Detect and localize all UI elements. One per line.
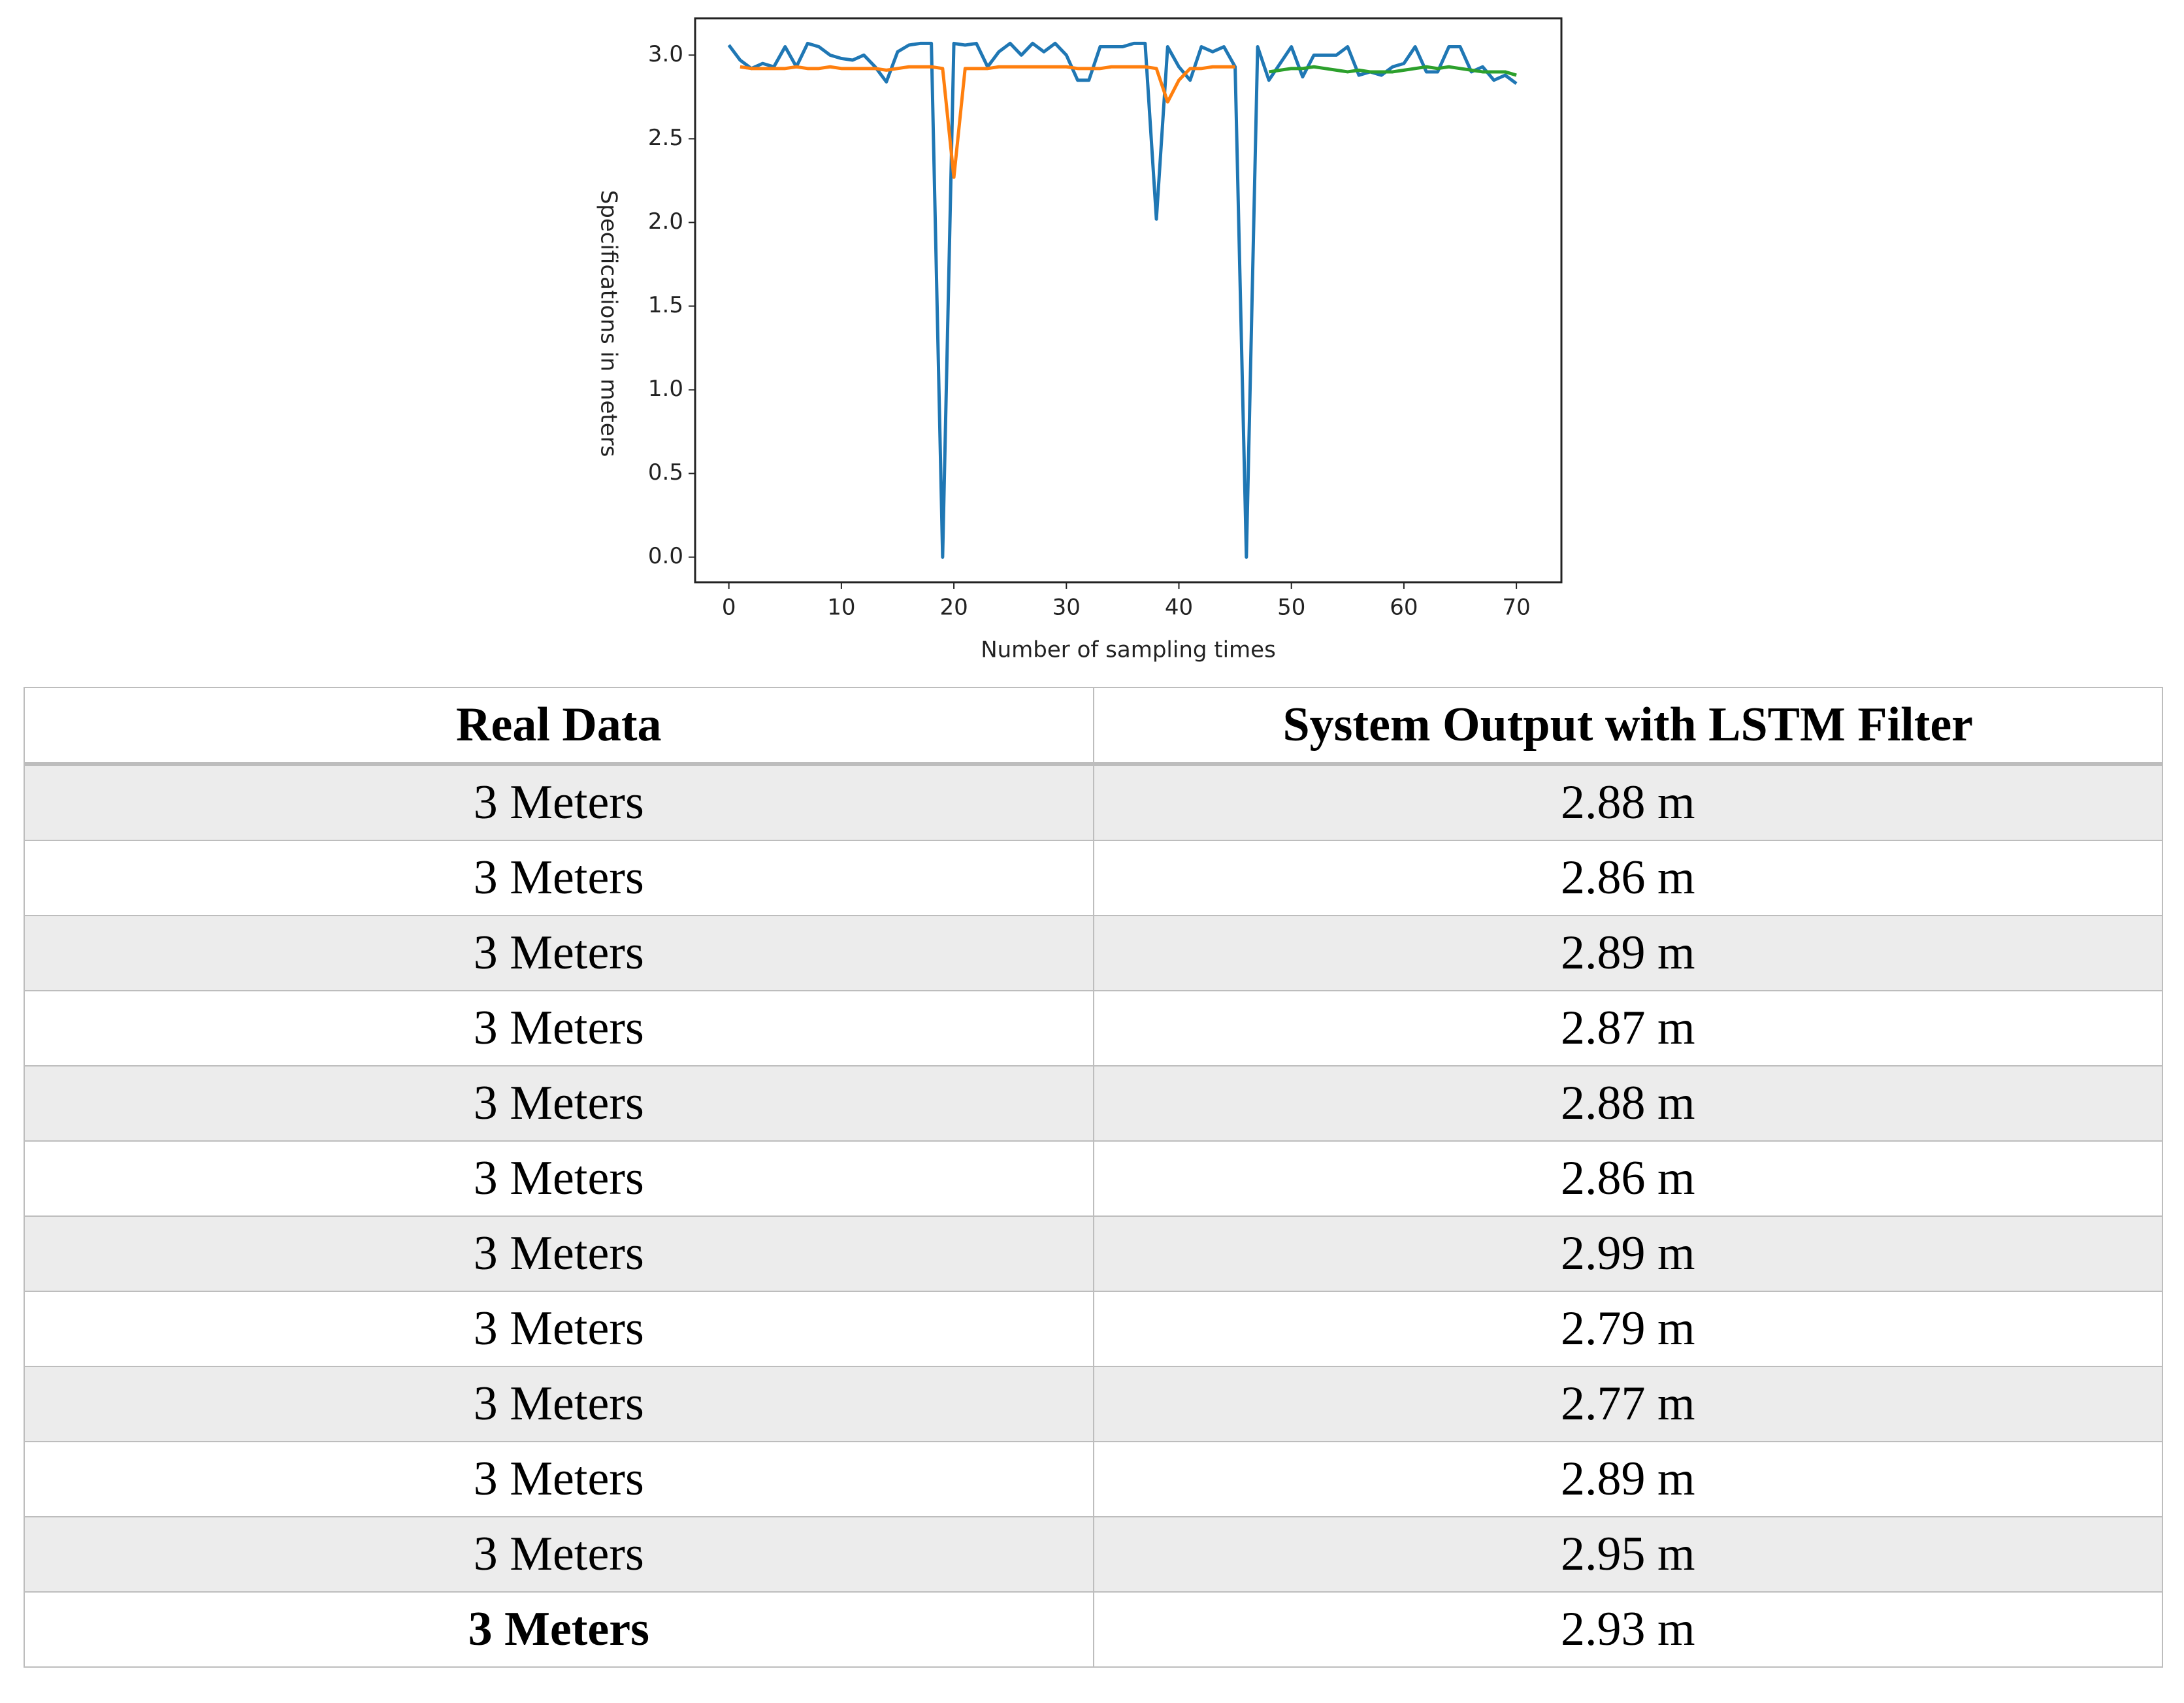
x-tick-label: 60 xyxy=(1390,595,1418,621)
x-tick-label: 0 xyxy=(722,595,736,621)
y-tick-label: 3.0 xyxy=(648,41,683,67)
header-cell: Real Data xyxy=(24,687,1094,766)
x-tick-label: 40 xyxy=(1165,595,1193,621)
table-row: 3 Meters 2.89 m xyxy=(24,915,2163,991)
header-cell: System Output with LSTM Filter xyxy=(1092,687,2163,766)
table-cell: 3 Meters xyxy=(24,1215,1094,1292)
table-row: 3 Meters 2.86 m xyxy=(24,1140,2163,1217)
table-cell: 2.77 m xyxy=(1092,1366,2163,1442)
table-cell: 2.87 m xyxy=(1092,990,2163,1066)
x-tick-label: 70 xyxy=(1502,595,1530,621)
table-cell: 3 Meters xyxy=(24,840,1094,916)
plot-frame xyxy=(694,17,1563,584)
table-cell: 2.79 m xyxy=(1092,1291,2163,1367)
table-row: 3 Meters 2.77 m xyxy=(24,1366,2163,1442)
table-cell: 3 Meters xyxy=(24,1441,1094,1517)
x-axis-label: Number of sampling times xyxy=(981,637,1276,663)
table-cell: 2.86 m xyxy=(1092,840,2163,916)
table-cell: 2.88 m xyxy=(1092,1065,2163,1142)
data-line xyxy=(1268,65,1517,77)
table-cell: 3 Meters xyxy=(24,1291,1094,1367)
table-cell: 2.89 m xyxy=(1092,1441,2163,1517)
x-tick-label: 10 xyxy=(827,595,855,621)
table-cell: 2.99 m xyxy=(1092,1215,2163,1292)
results-table: Real Data System Output with LSTM Filter… xyxy=(24,687,2163,1668)
table-cell: 3 Meters xyxy=(24,1065,1094,1142)
table-row: 3 Meters 2.86 m xyxy=(24,840,2163,916)
table-row: 3 Meters 2.93 m xyxy=(24,1591,2163,1668)
table-cell: 3 Meters xyxy=(24,1591,1094,1668)
y-tick-label: 2.5 xyxy=(648,125,683,151)
table-row: 3 Meters 2.88 m xyxy=(24,763,2163,841)
table-row: 3 Meters 2.95 m xyxy=(24,1516,2163,1593)
chart: Number of sampling times Specifications … xyxy=(596,17,1563,663)
table-cell: 3 Meters xyxy=(24,763,1094,841)
x-tick-label: 20 xyxy=(939,595,968,621)
table-row: 3 Meters 2.89 m xyxy=(24,1441,2163,1517)
table-row: 3 Meters 2.87 m xyxy=(24,990,2163,1066)
table-cell: 3 Meters xyxy=(24,1140,1094,1217)
y-tick-label: 1.5 xyxy=(648,292,683,318)
table-cell: 3 Meters xyxy=(24,915,1094,991)
y-tick-label: 0.5 xyxy=(648,459,683,486)
data-line xyxy=(740,65,1235,179)
table-cell: 3 Meters xyxy=(24,1366,1094,1442)
data-line xyxy=(727,41,1518,559)
y-tick-label: 1.0 xyxy=(648,376,683,402)
y-tick-label: 2.0 xyxy=(648,208,683,235)
header-row: Real Data System Output with LSTM Filter xyxy=(24,687,2163,766)
table-cell: 3 Meters xyxy=(24,1516,1094,1593)
x-tick-label: 30 xyxy=(1052,595,1081,621)
table-cell: 2.89 m xyxy=(1092,915,2163,991)
table-row: 3 Meters 2.99 m xyxy=(24,1215,2163,1292)
table-row: 3 Meters 2.79 m xyxy=(24,1291,2163,1367)
table-cell: 2.86 m xyxy=(1092,1140,2163,1217)
y-axis-label: Specifications in meters xyxy=(596,190,622,457)
table-cell: 2.95 m xyxy=(1092,1516,2163,1593)
table-cell: 3 Meters xyxy=(24,990,1094,1066)
table-cell: 2.93 m xyxy=(1092,1591,2163,1668)
table-row: 3 Meters 2.88 m xyxy=(24,1065,2163,1142)
x-tick-label: 50 xyxy=(1277,595,1305,621)
y-tick-label: 0.0 xyxy=(648,543,683,569)
table-cell: 2.88 m xyxy=(1092,763,2163,841)
